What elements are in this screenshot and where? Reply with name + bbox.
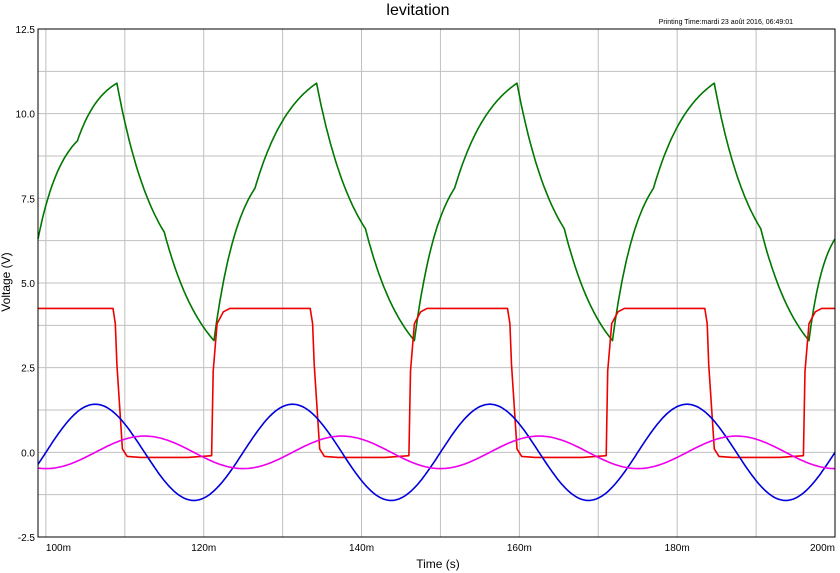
series-line-2 <box>38 307 835 459</box>
y-tick-label: 5.0 <box>21 279 35 290</box>
y-tick-label: 0.0 <box>21 448 35 459</box>
printing-time: Printing Time:mardi 23 août 2016, 06:49:… <box>659 19 793 26</box>
x-tick-label: 120m <box>191 543 216 554</box>
y-tick-label: -2.5 <box>18 533 36 544</box>
series-line-1 <box>37 82 836 342</box>
y-tick-label: 2.5 <box>21 364 35 375</box>
grid <box>38 28 836 538</box>
x-axis-label: Time (s) <box>416 557 460 571</box>
y-axis-label: Voltage (V) <box>0 252 13 311</box>
series-line-4 <box>37 435 835 470</box>
plot-frame <box>37 28 836 538</box>
x-tick-label: 100m <box>46 543 71 554</box>
x-tick-label: 160m <box>507 543 532 554</box>
y-tick-label: 12.5 <box>16 25 36 36</box>
chart-title: levitation <box>386 2 449 19</box>
y-tick-label: 7.5 <box>21 194 35 205</box>
x-tick-label: 140m <box>349 543 374 554</box>
tick-labels: 100m 120m 140m 160m 180m 200m 12.5 10.0 7.5 5.0 2.… <box>16 25 835 554</box>
x-tick-label: 180m <box>665 543 690 554</box>
series-layer <box>37 82 836 502</box>
y-tick-label: 10.0 <box>16 110 36 121</box>
series-line-3 <box>37 403 836 502</box>
x-tick-label: 200m <box>810 543 835 554</box>
